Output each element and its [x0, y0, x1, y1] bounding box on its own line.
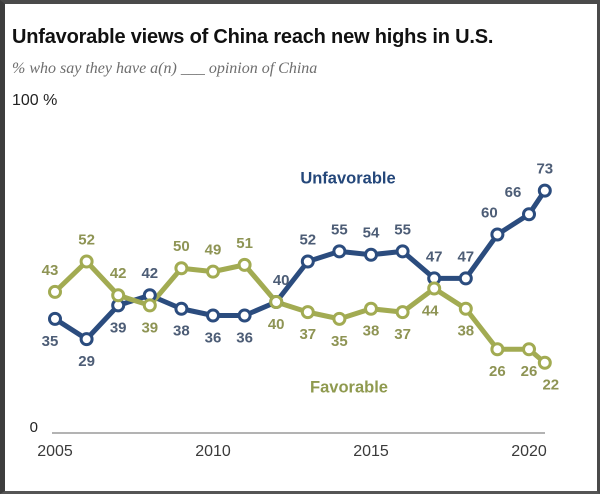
data-point-unfavorable-2020.5 — [537, 183, 552, 198]
x-tick-2010: 2010 — [195, 443, 231, 460]
data-point-favorable-2007 — [111, 288, 126, 303]
value-label-favorable-2020: 26 — [521, 363, 538, 380]
value-label-favorable-2011: 51 — [236, 235, 253, 252]
y-axis-100-label: 100 % — [12, 92, 57, 109]
value-label-unfavorable-2011: 36 — [236, 329, 253, 346]
data-point-favorable-2019 — [490, 342, 505, 357]
chart-subtitle: % who say they have a(n) ___ opinion of … — [12, 60, 318, 77]
value-label-unfavorable-2008: 42 — [141, 265, 158, 282]
chart-title: Unfavorable views of China reach new hig… — [12, 26, 494, 48]
value-label-unfavorable-2015: 54 — [363, 225, 380, 242]
value-label-favorable-2019: 26 — [489, 363, 506, 380]
x-tick-2005: 2005 — [37, 443, 73, 460]
data-point-favorable-2008 — [142, 298, 157, 313]
data-point-unfavorable-2005 — [48, 311, 62, 326]
value-label-unfavorable-2009: 38 — [173, 323, 190, 340]
data-point-favorable-2006 — [79, 254, 94, 269]
value-label-favorable-2010: 49 — [205, 242, 222, 259]
y-axis-0-label: 0 — [30, 419, 38, 436]
data-point-favorable-2020 — [522, 342, 536, 357]
data-point-unfavorable-2016 — [395, 244, 410, 259]
data-point-unfavorable-2009 — [174, 301, 189, 316]
value-label-unfavorable-2017: 47 — [426, 248, 443, 265]
data-point-unfavorable-2014 — [332, 244, 347, 259]
data-point-unfavorable-2013 — [300, 254, 315, 269]
data-point-unfavorable-2018 — [458, 271, 473, 286]
data-point-favorable-2009 — [174, 261, 189, 276]
value-label-favorable-2020.5: 22 — [542, 377, 559, 394]
value-label-unfavorable-2013: 52 — [299, 231, 316, 248]
data-point-favorable-2017 — [427, 281, 442, 296]
data-point-unfavorable-2010 — [206, 308, 220, 323]
data-point-favorable-2012 — [269, 295, 284, 309]
data-point-unfavorable-2015 — [364, 247, 378, 262]
value-label-unfavorable-2005: 35 — [42, 333, 59, 350]
value-label-favorable-2017: 44 — [422, 302, 439, 319]
value-label-unfavorable-2010: 36 — [205, 329, 222, 346]
value-label-favorable-2016: 37 — [394, 326, 411, 343]
value-label-favorable-2012: 40 — [268, 316, 285, 333]
value-label-unfavorable-2012: 40 — [273, 272, 290, 289]
value-label-favorable-2014: 35 — [331, 333, 348, 350]
data-point-favorable-2018 — [458, 301, 473, 316]
data-point-favorable-2020.5 — [537, 355, 552, 370]
value-label-unfavorable-2020.5: 73 — [536, 161, 553, 178]
value-label-favorable-2008: 39 — [141, 319, 158, 336]
data-point-favorable-2015 — [364, 301, 378, 316]
series-label-unfavorable: Unfavorable — [300, 169, 395, 187]
value-label-unfavorable-2018: 47 — [457, 248, 474, 265]
x-tick-2020: 2020 — [511, 443, 547, 460]
value-label-favorable-2007: 42 — [110, 265, 127, 282]
data-point-favorable-2005 — [48, 284, 62, 299]
data-point-favorable-2016 — [395, 305, 410, 320]
value-label-unfavorable-2006: 29 — [78, 353, 95, 370]
data-point-favorable-2014 — [332, 311, 347, 326]
value-label-favorable-2018: 38 — [457, 323, 474, 340]
data-point-favorable-2011 — [237, 257, 252, 272]
x-tick-2015: 2015 — [353, 443, 389, 460]
value-label-favorable-2005: 43 — [42, 262, 59, 279]
value-label-favorable-2013: 37 — [299, 326, 316, 343]
value-label-unfavorable-2007: 39 — [110, 319, 127, 336]
series-label-favorable: Favorable — [310, 378, 388, 396]
value-label-unfavorable-2014: 55 — [331, 221, 348, 238]
data-point-favorable-2013 — [300, 305, 315, 320]
value-label-favorable-2006: 52 — [78, 231, 95, 248]
data-point-unfavorable-2006 — [79, 332, 94, 347]
data-point-unfavorable-2020 — [522, 207, 536, 222]
value-label-favorable-2009: 50 — [173, 238, 190, 255]
value-label-unfavorable-2019: 60 — [481, 204, 498, 221]
value-label-favorable-2015: 38 — [363, 323, 380, 340]
value-label-unfavorable-2020: 66 — [505, 184, 522, 201]
data-point-unfavorable-2011 — [237, 308, 252, 323]
data-point-favorable-2010 — [206, 264, 220, 279]
value-label-unfavorable-2016: 55 — [394, 221, 411, 238]
data-point-unfavorable-2019 — [490, 227, 505, 242]
